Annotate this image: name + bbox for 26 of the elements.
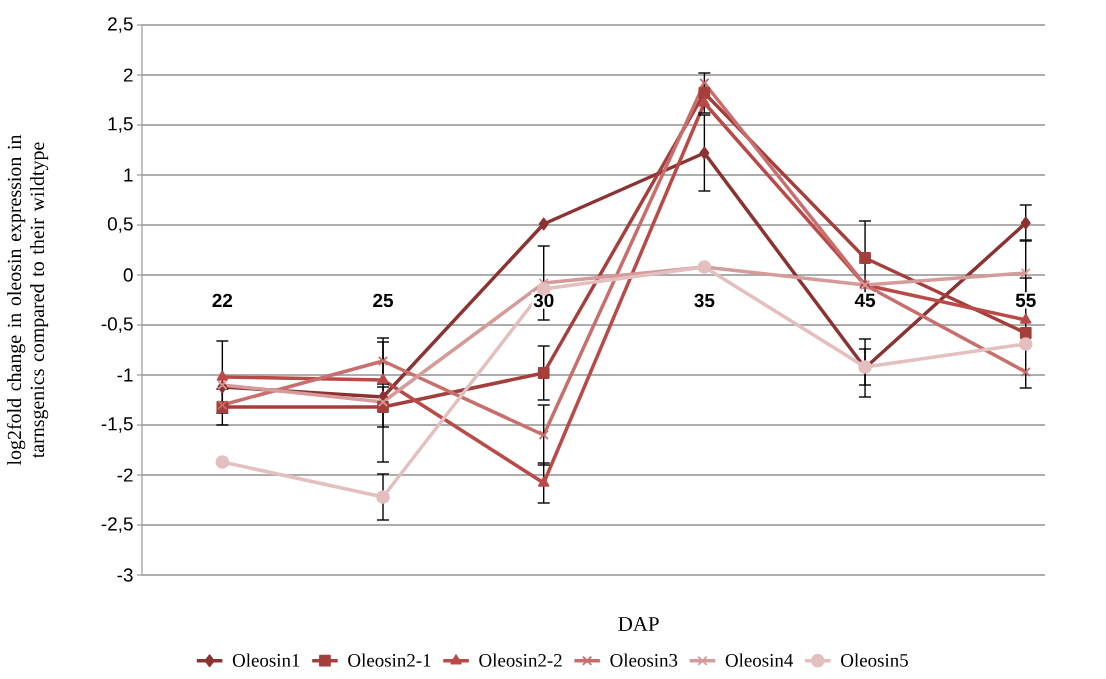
y-tick-label: 1 <box>124 168 133 182</box>
y-tick-label: -1 <box>117 368 133 382</box>
y-tick-label: -2,5 <box>101 517 133 533</box>
x-tick-label: 22 <box>212 293 233 307</box>
x-tick-label: 55 <box>1015 293 1036 307</box>
x-tick-label: 25 <box>373 293 394 308</box>
y-tick-label: 0,5 <box>107 217 133 233</box>
y-tick-label: -0,5 <box>101 317 133 333</box>
legend-label: Oleosin3 <box>610 653 678 667</box>
x-tick-label: 35 <box>694 293 715 308</box>
y-tick-label: 1,5 <box>108 117 133 133</box>
y-tick-label: -2 <box>117 468 133 482</box>
y-tick-label: -1,5 <box>101 417 133 433</box>
legend-label: Oleosin2-1 <box>348 653 431 667</box>
y-tick-label: -3 <box>117 568 133 582</box>
x-tick-label: 30 <box>533 293 554 308</box>
y-tick-label: 2,5 <box>108 17 133 33</box>
y-tick-label: 2 <box>123 68 133 82</box>
x-tick-label: 45 <box>854 293 876 307</box>
legend-label: Oleosin5 <box>841 653 908 667</box>
y-tick-label: 0 <box>123 268 133 282</box>
legend-label: Oleosin4 <box>725 653 794 667</box>
legend-label: Oleosin2-2 <box>479 653 562 667</box>
x-axis-title: DAP <box>618 617 659 631</box>
y-axis-title: log2fold change in oleosin expression in tarnsgenics compared to their wildtype <box>6 134 49 466</box>
legend-label: Oleosin1 <box>232 653 300 667</box>
